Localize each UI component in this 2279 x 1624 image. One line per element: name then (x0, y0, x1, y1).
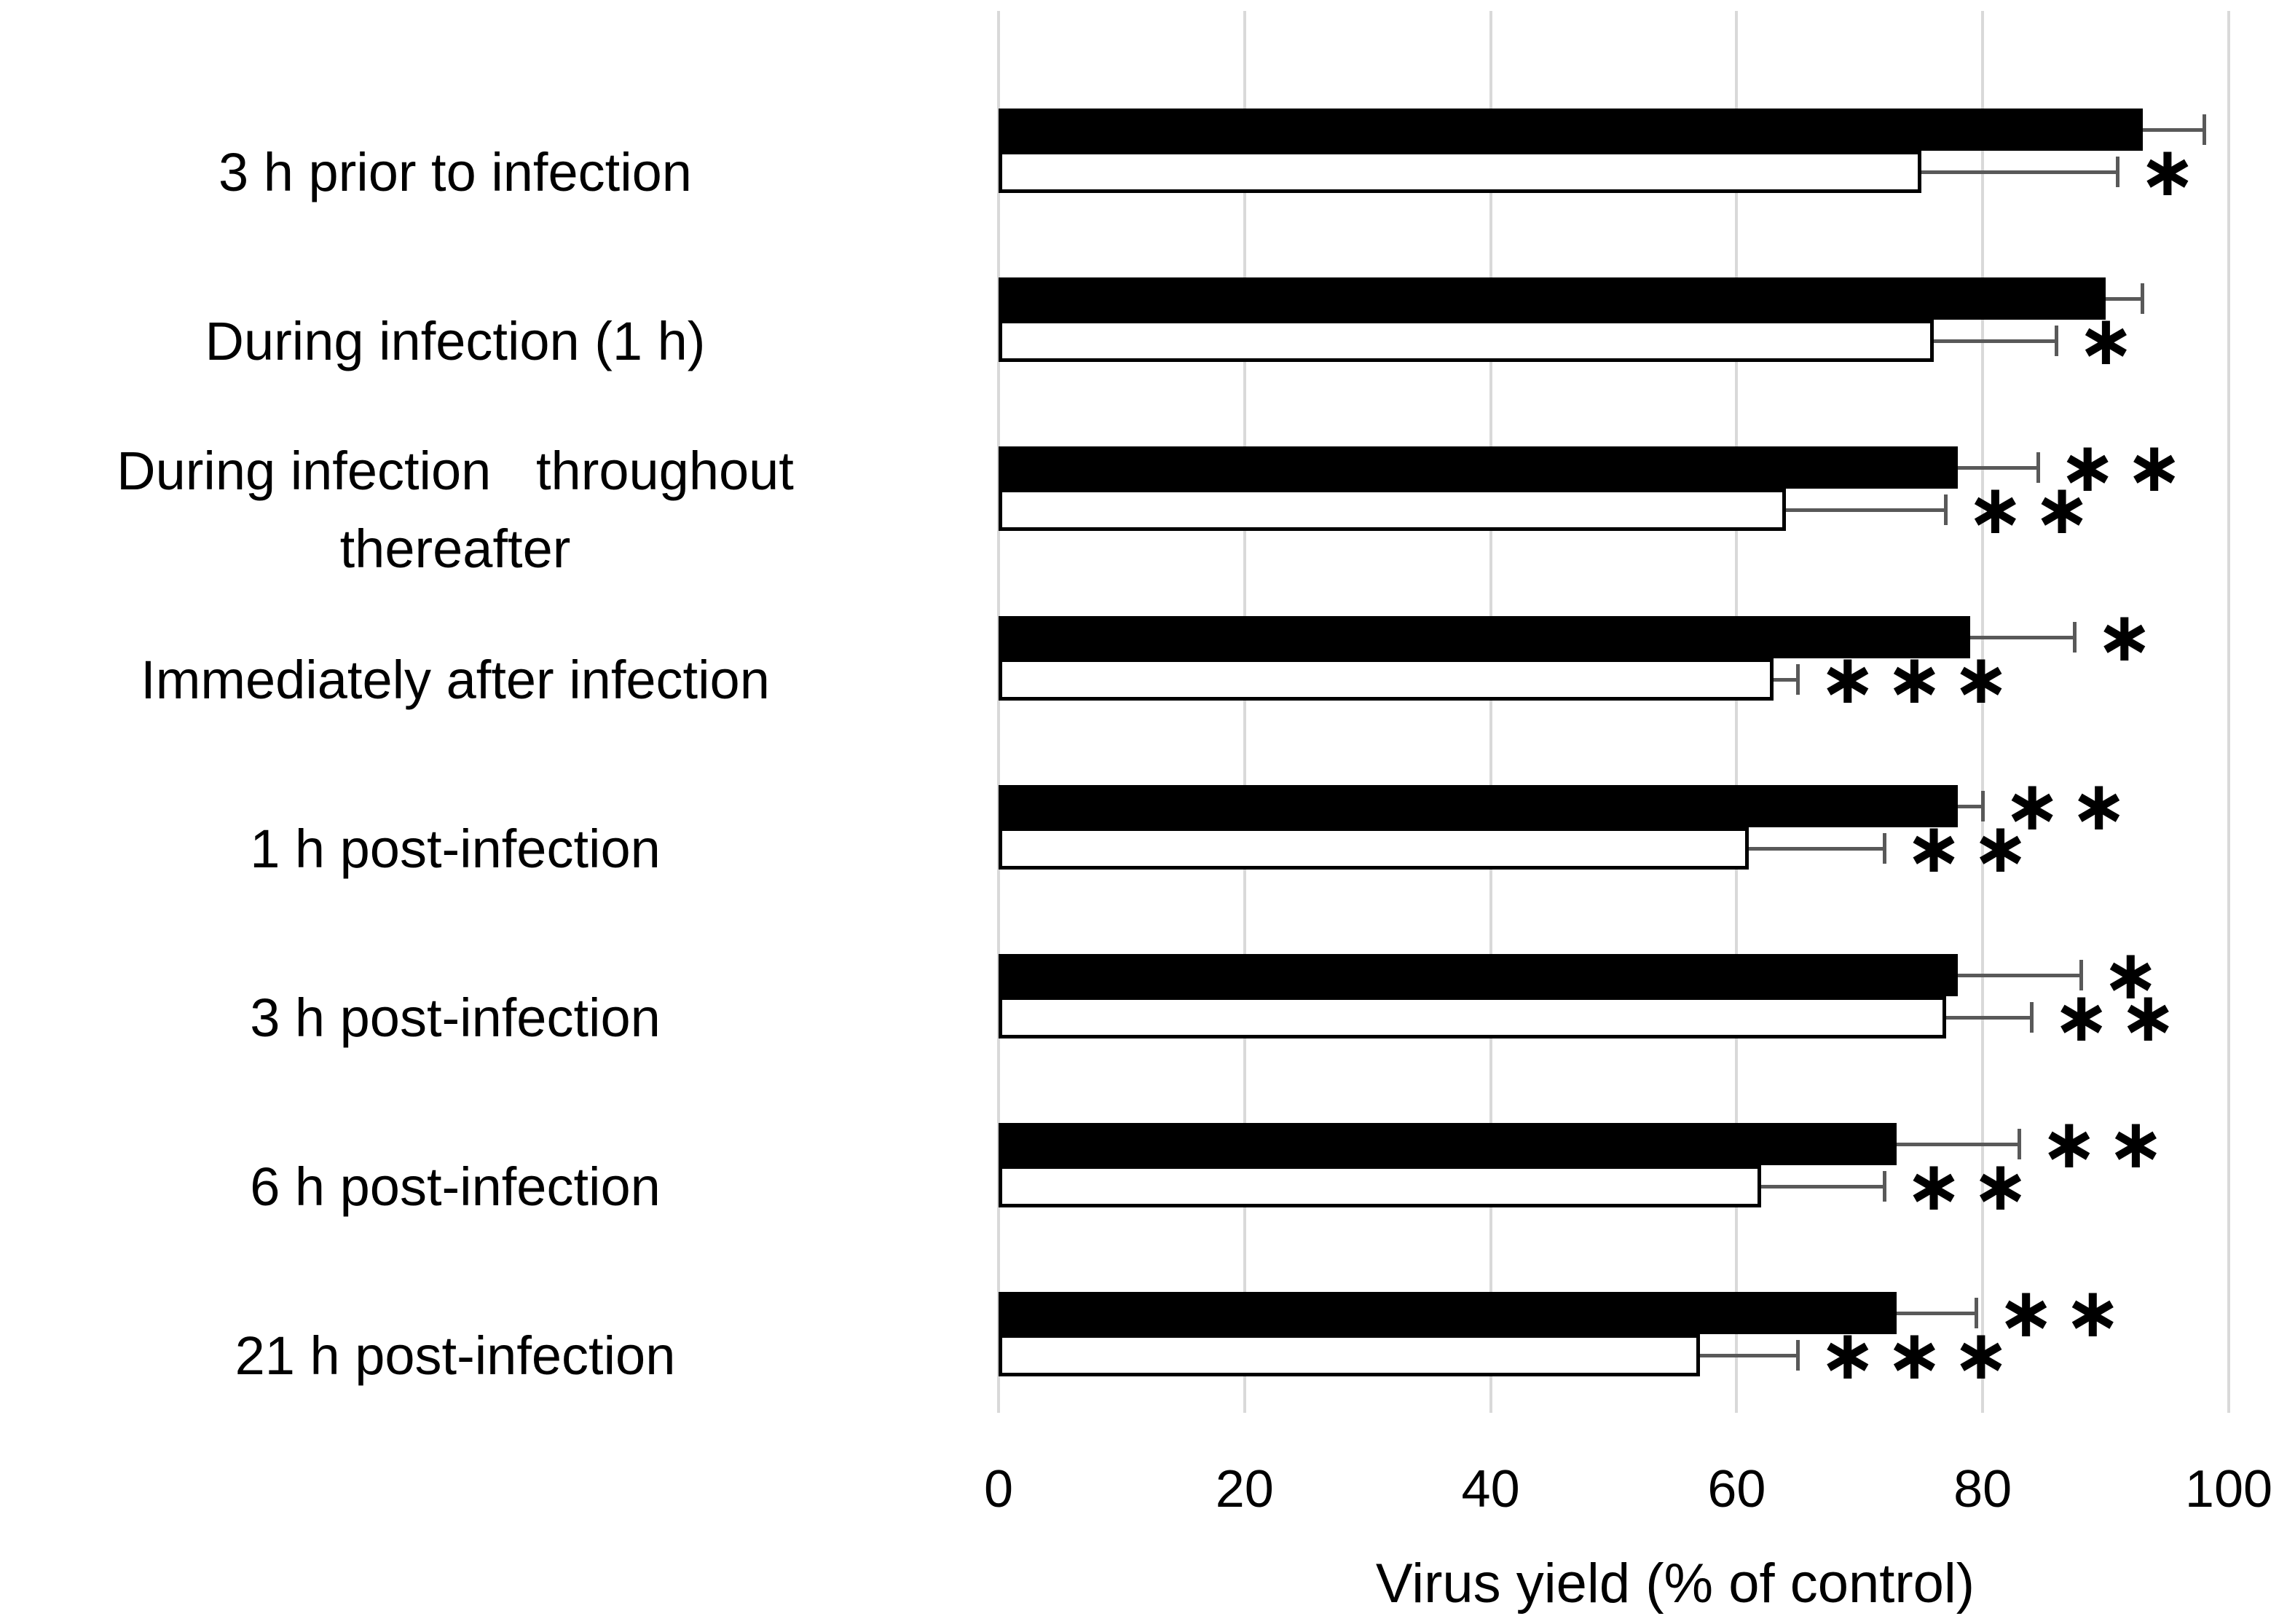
significance-marker-white-3: ∗∗∗ (1818, 639, 2019, 720)
error-bar-black-5 (1958, 973, 2082, 977)
black-bar-5 (999, 954, 1959, 996)
error-bar-black-2 (1958, 465, 2039, 470)
x-tick-label-0: 0 (983, 1460, 1014, 1518)
significance-marker-black-7: ∗∗ (1996, 1273, 2130, 1353)
error-bar-black-1 (2106, 296, 2143, 301)
category-label-0: 3 h prior to infection (219, 142, 692, 202)
error-cap-white-7 (1796, 1340, 1800, 1371)
white-bar-1 (999, 320, 1934, 362)
x-tick-label-60: 60 (1707, 1460, 1766, 1518)
significance-marker-black-2: ∗∗ (2058, 427, 2192, 508)
significance-marker-white-0: ∗ (2138, 132, 2205, 212)
error-bar-white-1 (1933, 339, 2057, 343)
white-bar-0 (999, 151, 1921, 193)
error-cap-white-4 (1882, 833, 1886, 864)
category-label-6: 6 h post-infection (250, 1156, 661, 1217)
error-bar-white-4 (1749, 846, 1885, 851)
black-bar-0 (999, 109, 2143, 151)
significance-marker-white-1: ∗ (2077, 301, 2144, 381)
category-label-7: 21 h post-infection (235, 1325, 676, 1386)
x-tick-label-40: 40 (1461, 1460, 1520, 1518)
error-cap-white-6 (1882, 1171, 1886, 1202)
white-bar-3 (999, 658, 1774, 701)
significance-marker-white-2: ∗∗ (1966, 470, 2100, 550)
significance-marker-white-6: ∗∗ (1905, 1146, 2039, 1226)
error-cap-black-2 (2036, 452, 2040, 483)
x-tick-label-80: 80 (1953, 1460, 2012, 1518)
black-bar-3 (999, 616, 1971, 658)
black-bar-1 (999, 277, 2106, 320)
error-bar-black-3 (1970, 635, 2075, 639)
white-bar-6 (999, 1165, 1762, 1207)
error-cap-white-5 (2030, 1002, 2034, 1033)
error-cap-white-2 (1944, 494, 1948, 525)
error-cap-black-1 (2141, 283, 2145, 314)
x-axis-title: Virus yield (% of control) (1375, 1553, 1975, 1615)
error-cap-black-0 (2202, 114, 2206, 145)
x-tick-label-100: 100 (2184, 1460, 2273, 1518)
gridline-60 (1735, 11, 1739, 1413)
black-bar-2 (999, 446, 1959, 489)
error-cap-black-3 (2073, 622, 2077, 653)
black-bar-7 (999, 1292, 1897, 1334)
error-bar-white-2 (1785, 508, 1946, 512)
white-bar-5 (999, 996, 1946, 1038)
category-label-1: During infection (1 h) (205, 311, 706, 371)
error-cap-black-4 (1980, 791, 1985, 821)
significance-marker-white-5: ∗∗ (2052, 977, 2186, 1057)
error-bar-black-6 (1896, 1142, 2020, 1146)
black-bar-6 (999, 1123, 1897, 1165)
category-label-2: During infection throughout thereafter (117, 441, 794, 580)
white-bar-4 (999, 827, 1749, 870)
error-cap-black-7 (1975, 1298, 1979, 1328)
error-cap-white-0 (2116, 157, 2120, 187)
white-bar-7 (999, 1334, 1700, 1376)
significance-marker-white-4: ∗∗ (1905, 808, 2039, 888)
gridline-80 (1981, 11, 1985, 1413)
significance-marker-white-7: ∗∗∗ (1818, 1315, 2019, 1395)
significance-marker-black-6: ∗∗ (2039, 1104, 2174, 1184)
white-bar-2 (999, 489, 1786, 531)
error-bar-white-7 (1699, 1353, 1798, 1357)
black-bar-4 (999, 785, 1959, 827)
error-cap-black-5 (2079, 960, 2083, 990)
error-bar-black-4 (1958, 804, 1983, 808)
error-cap-white-1 (2055, 326, 2059, 356)
x-tick-label-20: 20 (1215, 1460, 1274, 1518)
significance-marker-black-5: ∗ (2101, 935, 2168, 1015)
error-bar-black-0 (2142, 127, 2205, 132)
error-bar-white-5 (1945, 1015, 2032, 1020)
error-cap-black-6 (2018, 1129, 2022, 1159)
error-bar-white-0 (1921, 170, 2118, 174)
category-label-3: Immediately after infection (141, 650, 770, 710)
category-label-4: 1 h post-infection (250, 819, 661, 879)
error-bar-black-7 (1896, 1311, 1977, 1315)
significance-marker-black-4: ∗∗ (2003, 766, 2137, 846)
gridline-40 (1489, 11, 1492, 1413)
error-bar-white-6 (1761, 1184, 1885, 1189)
error-bar-white-3 (1774, 677, 1798, 682)
error-cap-white-3 (1796, 664, 1800, 695)
category-label-5: 3 h post-infection (250, 988, 661, 1048)
gridline-100 (2227, 11, 2230, 1413)
gridline-0 (997, 11, 1000, 1413)
significance-marker-black-3: ∗ (2095, 597, 2162, 677)
gridline-20 (1243, 11, 1246, 1413)
